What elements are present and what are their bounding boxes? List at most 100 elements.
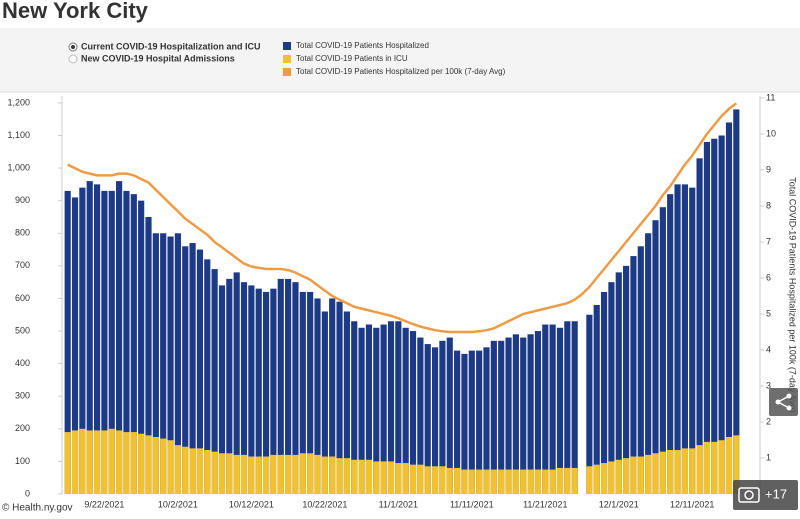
camera-icon (744, 490, 754, 500)
bar (711, 138, 718, 495)
bar (196, 249, 204, 494)
bar (703, 441, 711, 494)
share-button[interactable] (769, 388, 798, 416)
radio-dot (71, 45, 75, 49)
bar (292, 282, 299, 494)
bar (182, 446, 189, 494)
source: © Health.ny.gov (2, 503, 73, 514)
x-tick-label: 12/1/2021 (599, 499, 639, 509)
bar (167, 440, 174, 494)
bar (314, 454, 321, 494)
bar (211, 269, 218, 494)
bar (659, 451, 666, 494)
bar (564, 321, 571, 494)
bar (417, 337, 424, 494)
bar (240, 282, 248, 494)
bar (262, 291, 270, 494)
bar (689, 187, 696, 494)
radio-label[interactable]: Current COVID-19 Hospitalization and ICU (81, 41, 261, 51)
bar (79, 187, 86, 494)
y2-tick-label: 10 (766, 128, 776, 138)
bar (498, 469, 505, 494)
x-tick-label: 10/22/2021 (302, 499, 347, 509)
y2-tick-label: 6 (766, 272, 771, 282)
bar (520, 337, 527, 494)
bar (439, 340, 446, 494)
radio-button[interactable] (68, 54, 78, 64)
bar (204, 450, 211, 494)
bar (211, 451, 218, 494)
legend-swatch (283, 68, 291, 76)
bar (145, 435, 152, 494)
bar (160, 438, 167, 494)
bar (218, 453, 226, 494)
bar (380, 324, 387, 494)
bar (307, 291, 314, 494)
bar (365, 324, 373, 494)
bar (556, 327, 564, 494)
bar (703, 142, 711, 494)
bar (608, 461, 615, 494)
bar (454, 350, 461, 494)
bar (718, 135, 725, 494)
bar (292, 454, 299, 494)
bar (424, 344, 431, 494)
y2-tick-label: 2 (766, 416, 771, 426)
y2-tick-label: 8 (766, 200, 771, 210)
bar (204, 259, 211, 494)
bar (343, 458, 350, 494)
bar (461, 353, 468, 494)
bar (226, 453, 233, 494)
y-tick-label: 1,100 (7, 130, 30, 140)
y2-tick-label: 11 (766, 92, 775, 102)
bar (108, 190, 115, 494)
y-tick-label: 0 (25, 488, 30, 498)
bar (490, 340, 497, 494)
bar (630, 256, 637, 494)
bar (248, 285, 255, 494)
bar (321, 311, 328, 494)
legend: Total COVID-19 Patients Hospitalized Tota… (283, 41, 506, 76)
source-bg (0, 500, 80, 514)
bar (86, 181, 93, 494)
bar (534, 331, 542, 494)
bar (476, 469, 483, 494)
camera-icon (738, 487, 760, 503)
bar (64, 432, 71, 494)
bar (637, 456, 644, 494)
bar (233, 454, 240, 494)
bar (725, 122, 733, 494)
y2-axis-title: Total COVID-19 Patients Hospitalized per… (788, 177, 798, 412)
x-tick-label: 11/11/2021 (450, 499, 494, 509)
bar (130, 432, 137, 494)
y-tick-label: 800 (15, 228, 30, 238)
y2-tick-label: 1 (766, 452, 771, 462)
bar (446, 467, 453, 494)
photo-count: +17 (765, 486, 787, 501)
bar (446, 337, 453, 494)
bar (93, 430, 101, 494)
bar (652, 453, 659, 494)
bar (667, 450, 674, 494)
y-tick-label: 500 (15, 325, 30, 335)
bar (615, 459, 622, 494)
bar (270, 288, 277, 494)
bar (79, 428, 86, 494)
radio-label[interactable]: New COVID-19 Hospital Admissions (81, 53, 235, 63)
bar (556, 467, 564, 494)
bar (270, 454, 277, 494)
bar (277, 454, 284, 494)
bar (358, 327, 365, 494)
bar (645, 233, 652, 494)
bar (174, 233, 181, 494)
bar (152, 233, 159, 494)
bar (262, 456, 270, 494)
share-bg[interactable] (769, 388, 798, 416)
photo-gallery-button[interactable]: +17 (733, 480, 798, 510)
bar (138, 433, 145, 494)
radio-group: Current COVID-19 Hospitalization and ICU… (68, 41, 261, 64)
bar (196, 448, 204, 494)
bar (387, 461, 395, 494)
legend-label: Total COVID-19 Patients in ICU (296, 54, 408, 63)
bar (351, 459, 358, 494)
